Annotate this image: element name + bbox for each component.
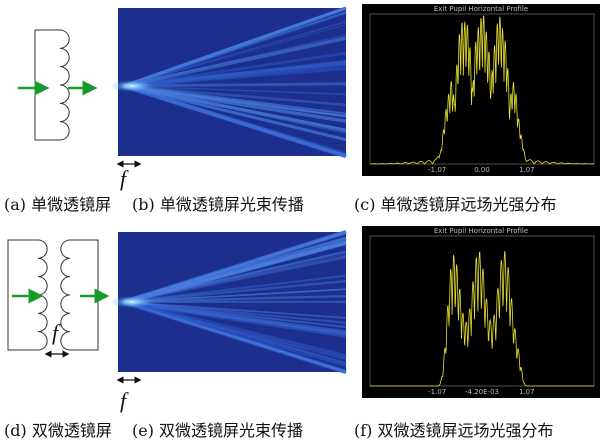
tick-label: 0.00 [474, 166, 490, 174]
caption: (c) 单微透镜屏远场光强分布 [354, 195, 557, 214]
lens-scallops [61, 240, 70, 350]
focal-label: f [120, 388, 129, 413]
tick-label: -1.07 [428, 388, 446, 396]
caption: (e) 双微透镜屏光束传播 [132, 421, 303, 440]
tick-label: 1.07 [519, 166, 535, 174]
tick-label: -1.07 [428, 166, 446, 174]
focal-label: f [120, 166, 129, 191]
caption: (b) 单微透镜屏光束传播 [132, 195, 304, 214]
lens-scallops [60, 30, 69, 140]
plot-title: Exit Pupil Horizontal Profile [434, 5, 528, 13]
tick-label: 1.07 [519, 388, 535, 396]
caption: (a) 单微透镜屏 [4, 195, 111, 214]
beam-focus [110, 296, 154, 308]
figure: Exit Pupil Horizontal Profile -1.07 0.00 1.… [0, 0, 611, 445]
plot-title: Exit Pupil Horizontal Profile [434, 227, 528, 235]
profile-plot: Exit Pupil Horizontal Profile -1.07 -4.20E… [362, 226, 600, 398]
tick-label: -4.20E-03 [465, 388, 499, 396]
beam-image [110, 232, 346, 380]
focal-label: f [52, 320, 61, 345]
caption: (f) 双微透镜屏远场光强分布 [354, 421, 554, 440]
beam-focus [110, 80, 154, 92]
beam-image [110, 8, 346, 164]
lens-frame [35, 30, 60, 140]
lens-scallops [38, 240, 47, 350]
plot-bg [362, 226, 600, 398]
lens-diagram [18, 30, 90, 140]
caption: (d) 双微透镜屏 [4, 421, 112, 440]
plot-bg [362, 4, 600, 176]
profile-plot: Exit Pupil Horizontal Profile -1.07 0.00 1.… [362, 4, 600, 176]
